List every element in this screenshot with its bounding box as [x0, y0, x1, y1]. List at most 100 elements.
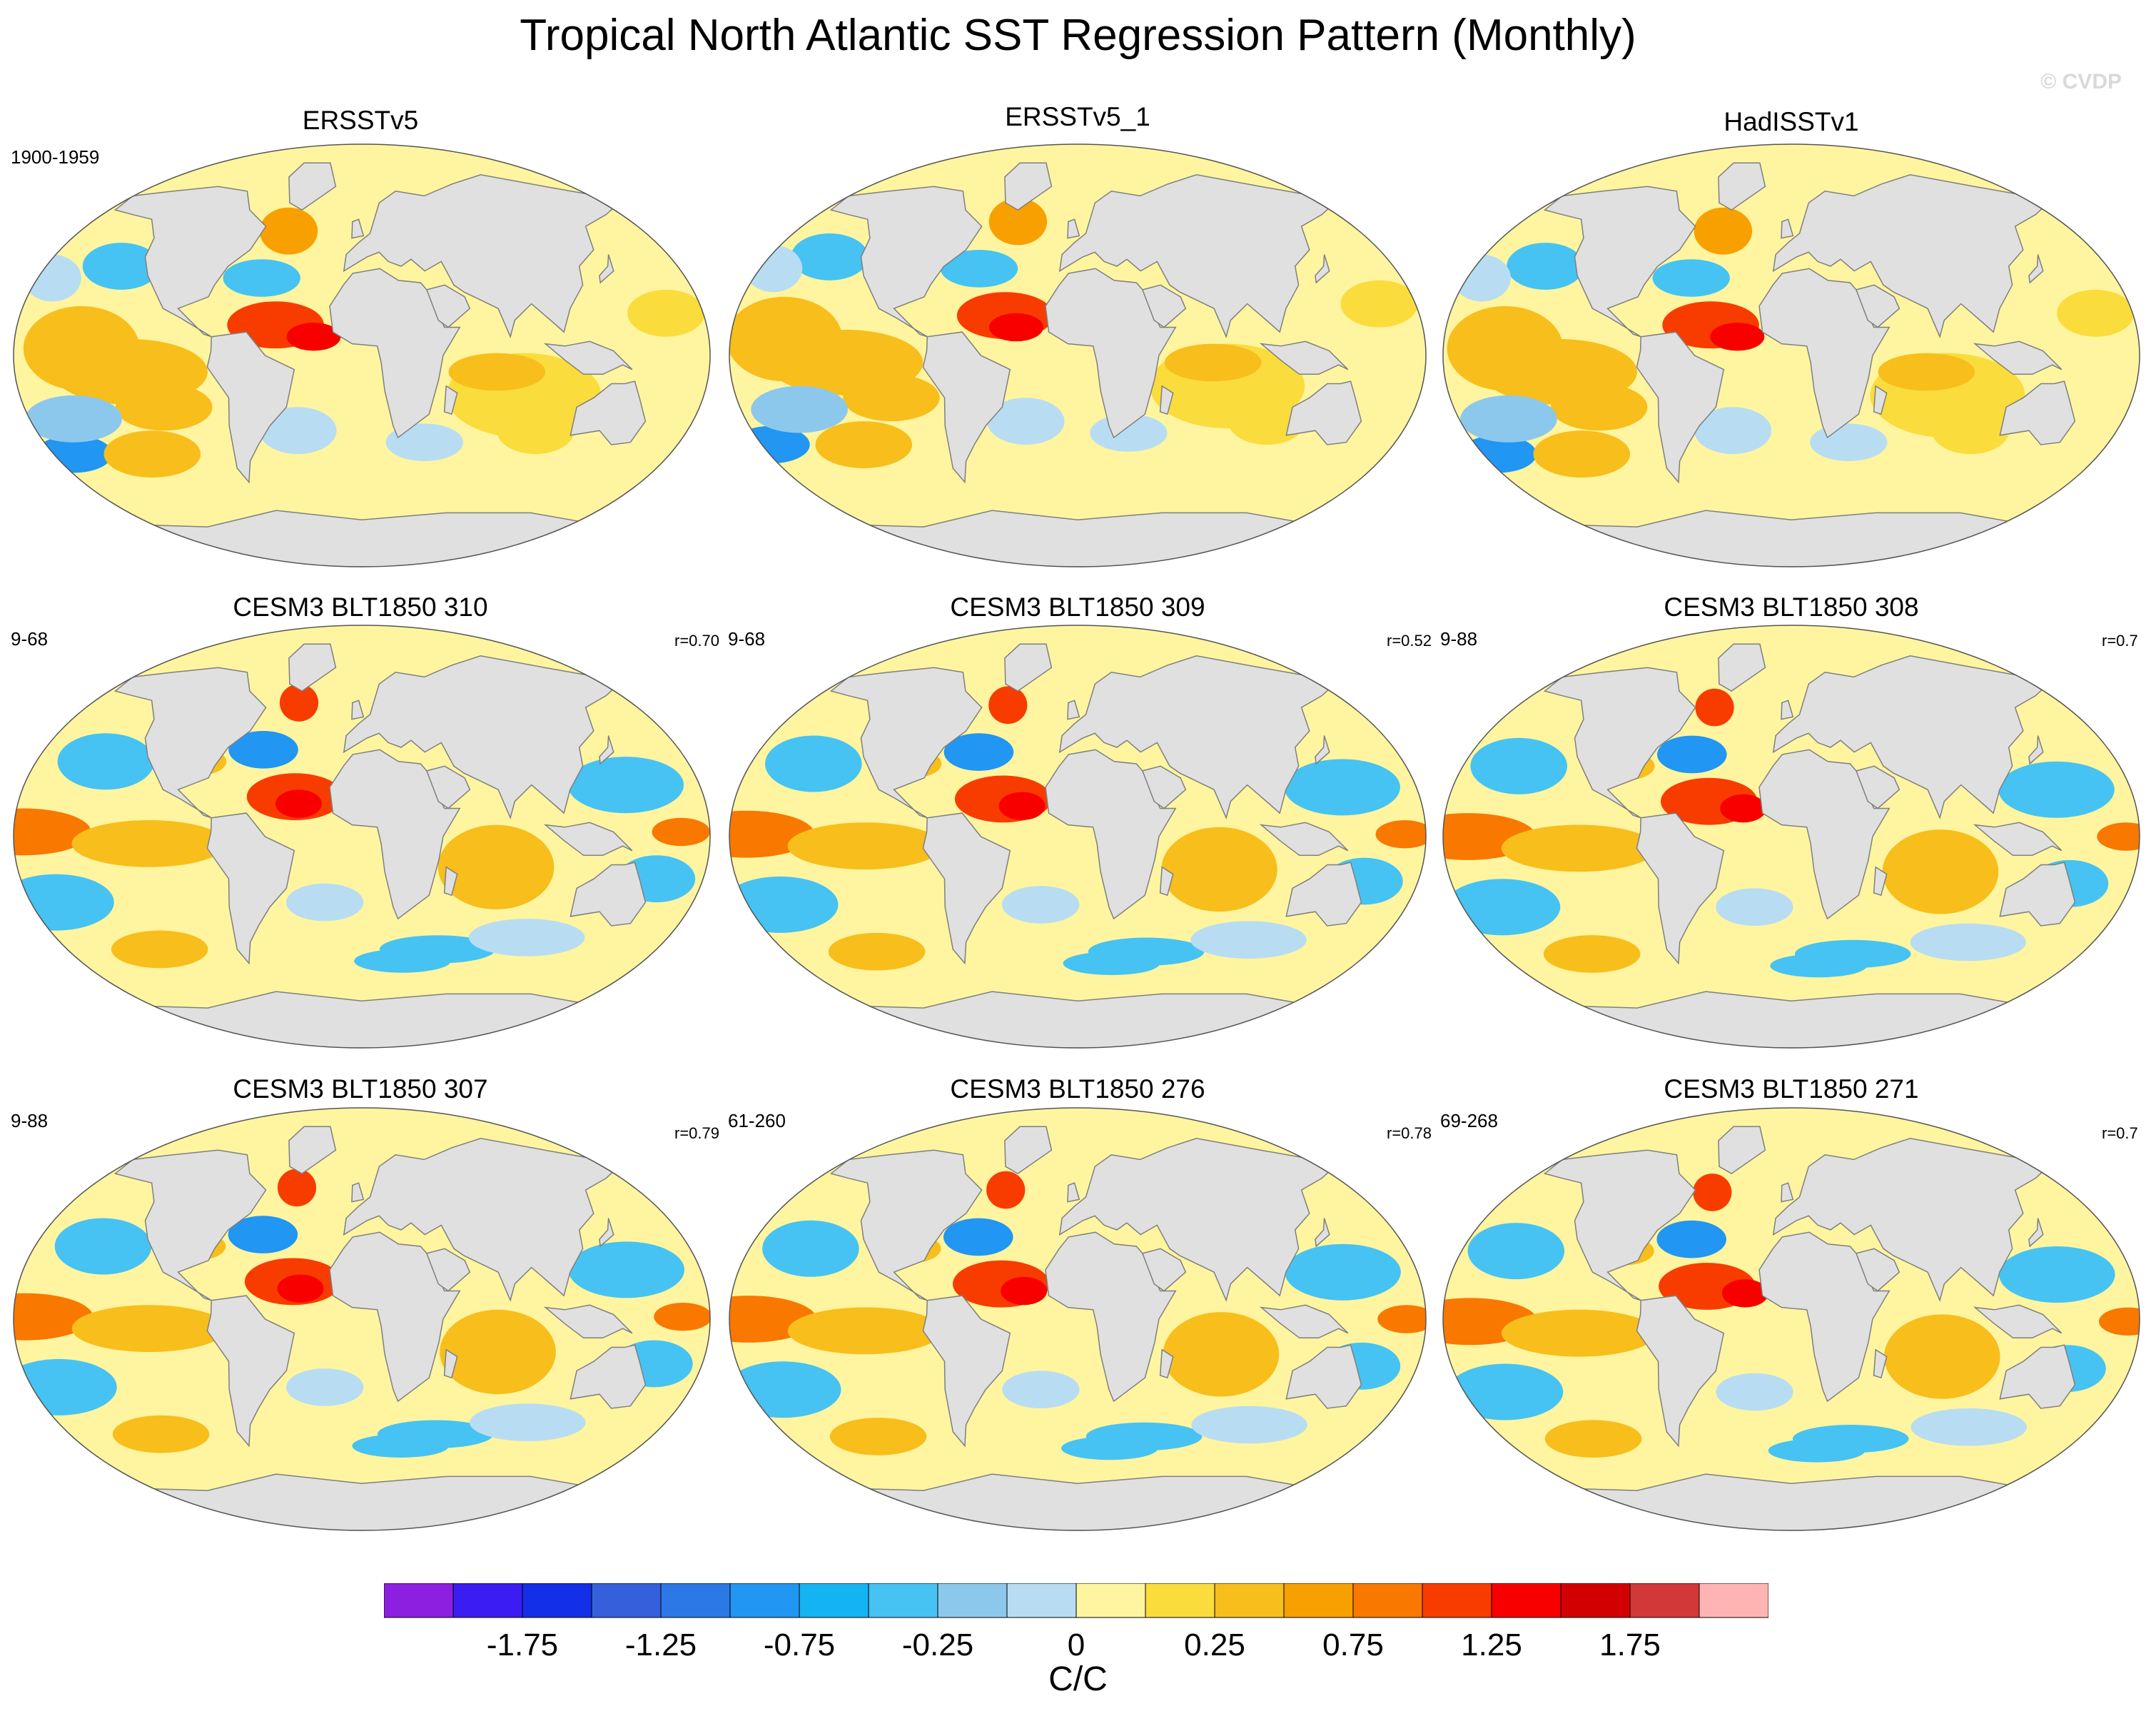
anomaly-region [998, 792, 1046, 820]
landmass-australia [1999, 1344, 2076, 1409]
anomaly-region [111, 930, 208, 969]
landmass-greenland [288, 162, 337, 211]
anomaly-region [987, 398, 1065, 445]
landmass-arabia [425, 765, 471, 809]
anomaly-region [1694, 407, 1772, 455]
panel-title-5: CESM3 BLT1850 309 [950, 592, 1205, 622]
map-border [729, 1107, 1427, 1531]
anomaly-region [1061, 1436, 1158, 1460]
anomaly-region [988, 198, 1048, 246]
anomaly-region [14, 808, 91, 856]
anomaly-region [815, 421, 913, 468]
landmass-indonesia [543, 1304, 633, 1339]
landmass-japan [2028, 735, 2044, 765]
landmass-antarctica [1556, 1473, 2029, 1530]
landmass-japan [599, 1218, 614, 1248]
anomaly-region [1768, 1438, 1866, 1463]
colorbar-tick-label-2: -0.75 [763, 1627, 836, 1662]
landmass-madagascar [443, 385, 458, 415]
landmass-indonesia [1259, 822, 1349, 857]
anomaly-region [1770, 954, 1867, 978]
landmass-uk [1067, 218, 1080, 239]
anomaly-region [286, 323, 341, 351]
landmass-africa [1758, 1231, 1891, 1403]
landmass-japan [1315, 735, 1330, 765]
landmass-uk [351, 1182, 365, 1203]
map-panel-7 [13, 1107, 711, 1531]
anomaly-region [1543, 935, 1641, 973]
colorbar-swatch-5 [729, 1583, 800, 1618]
map-panel-6 [1442, 625, 2140, 1049]
anomaly-region [1910, 923, 2027, 962]
landmass-arabia [1141, 284, 1187, 328]
colorbar-swatch-12 [1214, 1583, 1285, 1618]
colorbar-swatch-10 [1076, 1583, 1146, 1618]
anomaly-region [986, 1171, 1026, 1209]
anomaly-region [943, 1218, 1013, 1256]
colorbar-swatch-15 [1422, 1583, 1492, 1618]
anomaly-region [654, 1303, 710, 1331]
anomaly-region [14, 1293, 93, 1341]
landmass-antarctica [126, 991, 599, 1048]
landmass-samerica [922, 812, 1011, 965]
landmass-eurasia [1058, 655, 1336, 819]
panel-title-1: ERSSTv5 [302, 106, 419, 135]
anomaly-region [71, 1305, 227, 1353]
colorbar-tick-label-4: 0 [1067, 1627, 1085, 1662]
colorbar-tick-label-6: 0.75 [1322, 1627, 1384, 1662]
anomaly-region [791, 233, 869, 281]
panel-corr-4: r=0.70 [674, 632, 719, 650]
panel-corr-8: r=0.78 [1387, 1124, 1432, 1142]
anomaly-region [627, 289, 705, 337]
cvdp-watermark: © CVDP [2040, 70, 2122, 94]
colorbar-swatch-7 [868, 1583, 938, 1618]
map-border [13, 625, 711, 1049]
landmass-arabia [1855, 1248, 1901, 1292]
landmass-namerica [829, 667, 983, 819]
colorbar-swatch-13 [1283, 1583, 1354, 1618]
anomaly-region [751, 385, 848, 433]
anomaly-region [1447, 1363, 1564, 1420]
anomaly-region [1284, 759, 1400, 816]
landmass-antarctica [1556, 991, 2029, 1048]
landmass-namerica [1543, 667, 1696, 819]
map-border [1442, 1107, 2140, 1531]
landmass-eurasia [1772, 174, 2050, 338]
landmass-australia [1285, 862, 1362, 927]
landmass-greenland [1004, 162, 1053, 211]
landmass-australia [570, 862, 647, 927]
anomaly-region [1161, 827, 1277, 912]
anomaly-region [940, 250, 1018, 288]
landmass-eurasia [343, 655, 620, 819]
anomaly-region [352, 1434, 449, 1458]
map-border [1442, 143, 2140, 567]
landmass-uk [1781, 218, 1794, 239]
landmass-namerica [113, 1149, 267, 1301]
landmass-samerica [1636, 331, 1725, 484]
anomaly-region [1695, 688, 1734, 727]
map-panel-8 [729, 1107, 1427, 1531]
landmass-eurasia [343, 1138, 620, 1302]
landmass-arabia [425, 1248, 471, 1292]
landmass-namerica [1543, 186, 1696, 338]
landmass-samerica [206, 812, 295, 965]
anomaly-region [787, 822, 943, 870]
anomaly-region [1721, 1279, 1768, 1308]
landmass-uk [1067, 700, 1080, 720]
landmass-japan [599, 735, 614, 765]
anomaly-region [1656, 1220, 1726, 1258]
colorbar-swatch-4 [660, 1583, 731, 1618]
anomaly-region [1452, 254, 1511, 302]
colorbar-swatch-2 [522, 1583, 592, 1618]
colorbar-tick-label-1: -1.25 [624, 1627, 697, 1662]
anomaly-region [277, 1169, 317, 1207]
anomaly-region [1931, 407, 2010, 455]
anomaly-region [1693, 1174, 1732, 1211]
landmass-madagascar [1159, 1348, 1174, 1379]
panel-title-4: CESM3 BLT1850 310 [233, 592, 488, 622]
anomaly-region [1228, 398, 1306, 445]
anomaly-region [828, 932, 926, 971]
colorbar-swatch-14 [1352, 1583, 1423, 1618]
landmass-arabia [1855, 284, 1901, 328]
landmass-greenland [1718, 162, 1766, 211]
